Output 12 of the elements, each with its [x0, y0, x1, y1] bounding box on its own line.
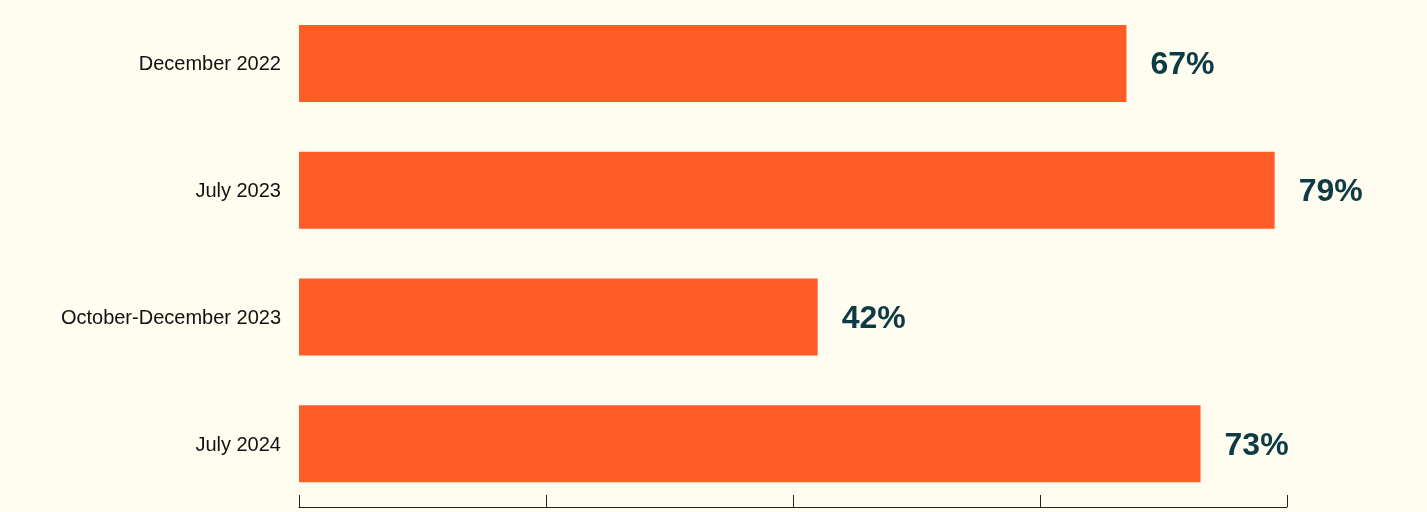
data-label: 73% [1224, 425, 1289, 462]
y-tick-label: December 2022 [138, 52, 281, 75]
data-label: 67% [1150, 45, 1215, 82]
data-label: 79% [1298, 172, 1363, 209]
y-tick-label: July 2023 [195, 179, 281, 202]
data-label: 42% [841, 298, 906, 335]
bar [299, 278, 818, 356]
y-tick-label: July 2024 [195, 432, 281, 455]
bar [299, 24, 1127, 102]
bar [299, 151, 1275, 229]
y-tick-label: October-December 2023 [60, 305, 281, 328]
bar [299, 405, 1201, 483]
